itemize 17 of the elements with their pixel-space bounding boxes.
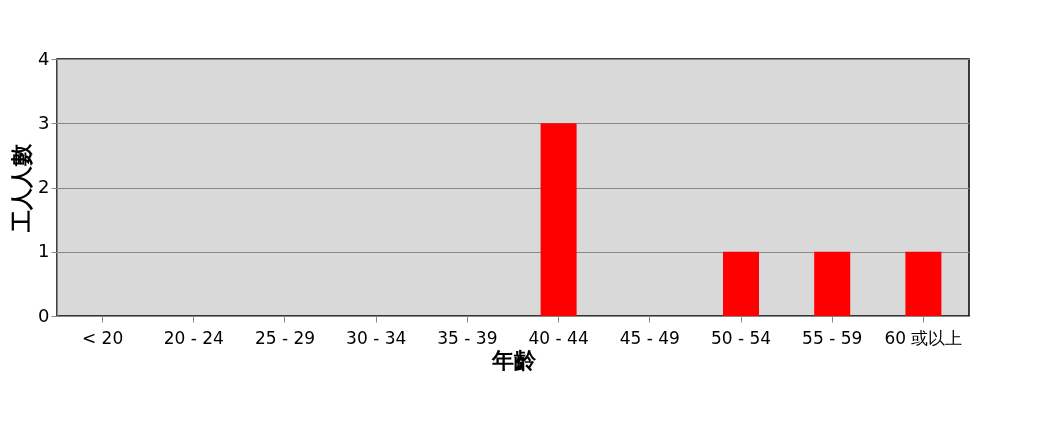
x-tick-label: 40 - 44 <box>528 327 589 348</box>
x-tick-label: 55 - 59 <box>802 327 863 348</box>
x-axis-title: 年齡 <box>490 347 537 373</box>
x-tick-label: 60 或以上 <box>884 327 963 348</box>
y-tick-label: 4 <box>38 47 50 69</box>
x-tick-label: 35 - 39 <box>437 327 498 348</box>
x-tick-label: 20 - 24 <box>163 327 224 348</box>
x-tick-label: < 20 <box>81 327 124 348</box>
x-tick-label: 25 - 29 <box>254 327 316 348</box>
y-tick-label: 1 <box>38 240 50 262</box>
y-tick-label: 0 <box>38 304 50 326</box>
y-axis-title: 工人人數 <box>9 143 35 233</box>
x-tick-label: 50 - 54 <box>710 327 772 348</box>
x-tick-label: 30 - 34 <box>346 327 407 348</box>
y-tick-label: 2 <box>38 176 50 197</box>
y-tick-label: 3 <box>38 111 50 133</box>
x-tick-label: 45 - 49 <box>619 327 680 348</box>
